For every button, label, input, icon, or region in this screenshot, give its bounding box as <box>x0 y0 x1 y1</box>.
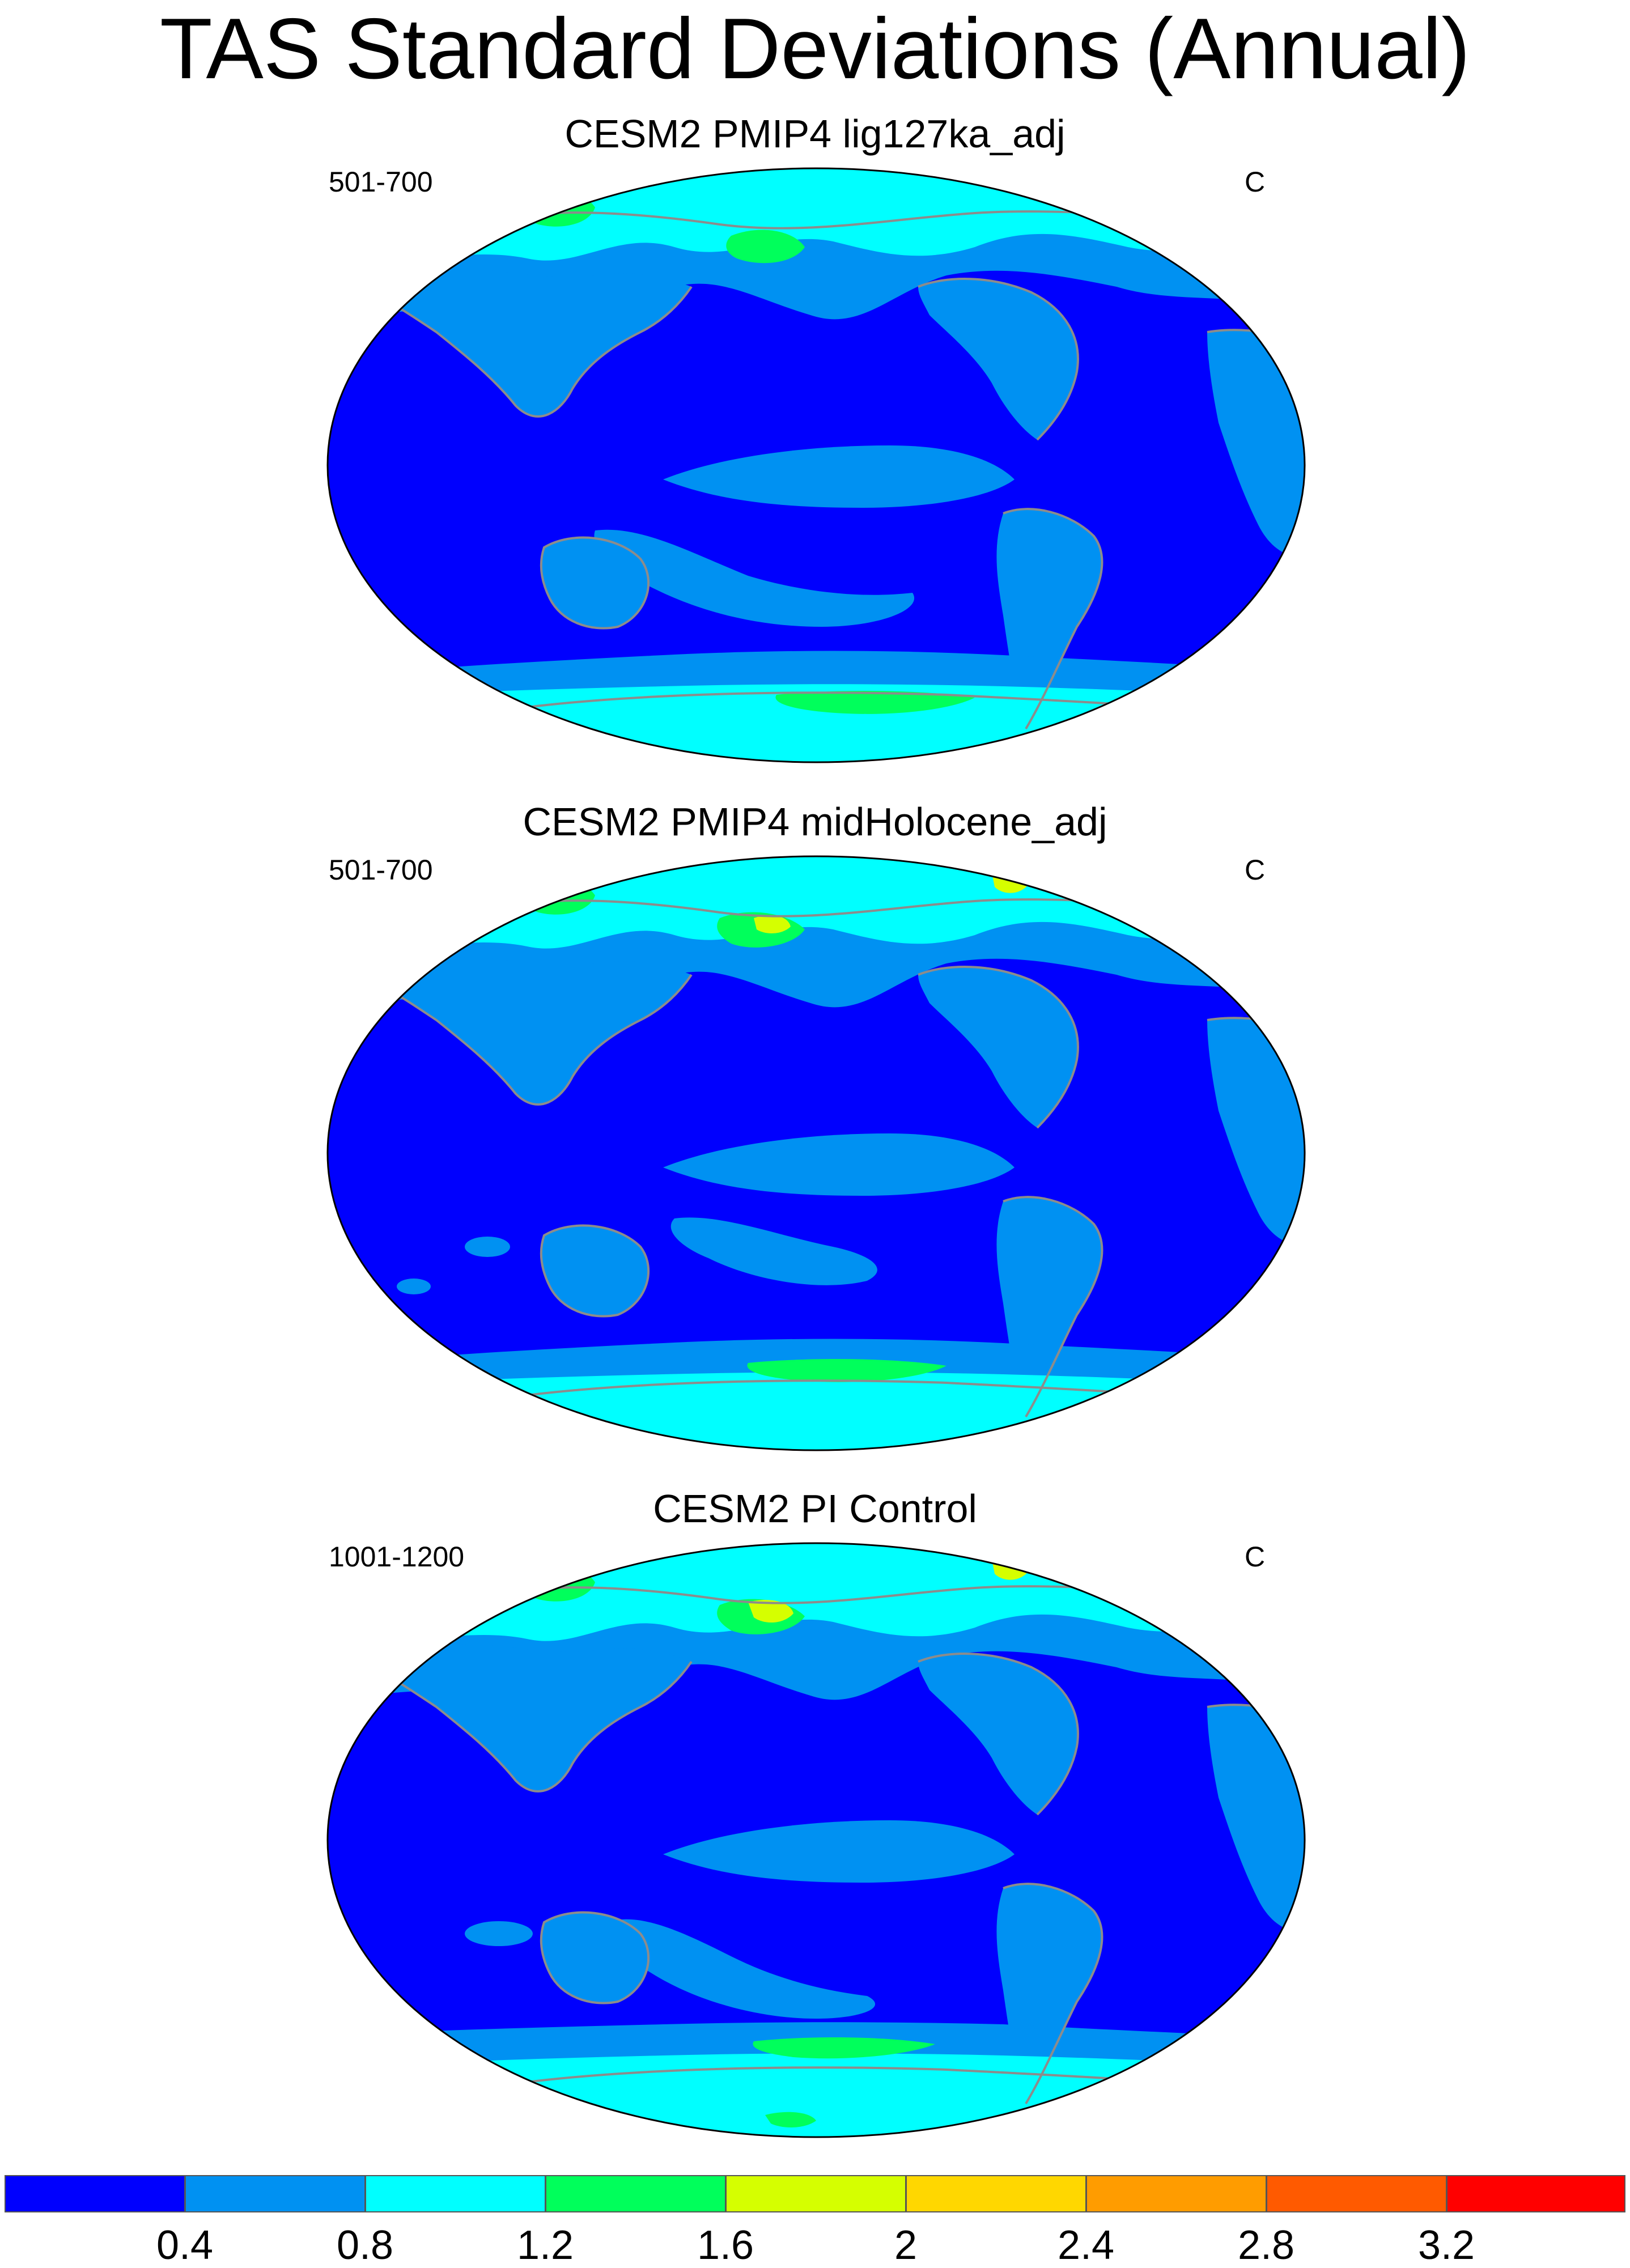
panel-years-label: 501-700 <box>329 854 433 886</box>
world-map <box>326 855 1306 1451</box>
panel-title: CESM2 PI Control <box>653 1486 977 1531</box>
colorbar-tick-label: 3.2 <box>1417 2223 1475 2268</box>
colorbar-box <box>725 2175 906 2212</box>
map-panel-lig127ka: CESM2 PMIP4 lig127ka_adj 501-700 C <box>0 111 1630 785</box>
colorbar-tick-label: 2.4 <box>1057 2223 1115 2268</box>
panel-title: CESM2 PMIP4 lig127ka_adj <box>564 112 1066 156</box>
panel-units-label: C <box>1245 854 1266 886</box>
panel-years-label: 1001-1200 <box>329 1541 465 1573</box>
colorbar-tick-label: 2.8 <box>1237 2223 1295 2268</box>
colorbar-tick-label: 0.8 <box>336 2223 394 2268</box>
colorbar-box <box>1266 2175 1447 2212</box>
colorbar-tick-label: 1.6 <box>697 2223 754 2268</box>
panel-units-label: C <box>1245 166 1266 198</box>
world-map <box>326 167 1306 763</box>
colorbar-tick-label: 1.2 <box>516 2223 574 2268</box>
colorbar-box <box>5 2175 185 2212</box>
colorbar-box <box>545 2175 726 2212</box>
colorbar: 0.4 0.8 1.2 1.6 2 2.4 2.8 3.2 <box>5 2175 1625 2268</box>
panel-title: CESM2 PMIP4 midHolocene_adj <box>523 800 1107 844</box>
colorbar-box <box>906 2175 1086 2212</box>
map-panel-picontrol: CESM2 PI Control 1001-1200 C <box>0 1486 1630 2160</box>
panel-units-label: C <box>1245 1541 1266 1573</box>
colorbar-box <box>365 2175 546 2212</box>
colorbar-box <box>1446 2175 1625 2212</box>
colorbar-box <box>1086 2175 1267 2212</box>
colorbar-tick-label: 0.4 <box>156 2223 214 2268</box>
colorbar-tick-label: 2 <box>894 2223 918 2268</box>
colorbar-box <box>185 2175 366 2212</box>
panel-years-label: 501-700 <box>329 166 433 198</box>
map-panel-midholocene: CESM2 PMIP4 midHolocene_adj 501-700 C <box>0 799 1630 1473</box>
page-title: TAS Standard Deviations (Annual) <box>159 1 1471 97</box>
world-map <box>326 1542 1306 2138</box>
